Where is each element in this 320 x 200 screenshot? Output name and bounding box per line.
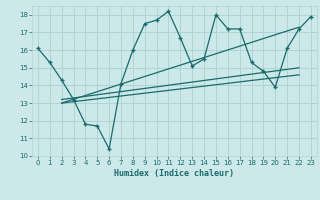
X-axis label: Humidex (Indice chaleur): Humidex (Indice chaleur) bbox=[115, 169, 234, 178]
